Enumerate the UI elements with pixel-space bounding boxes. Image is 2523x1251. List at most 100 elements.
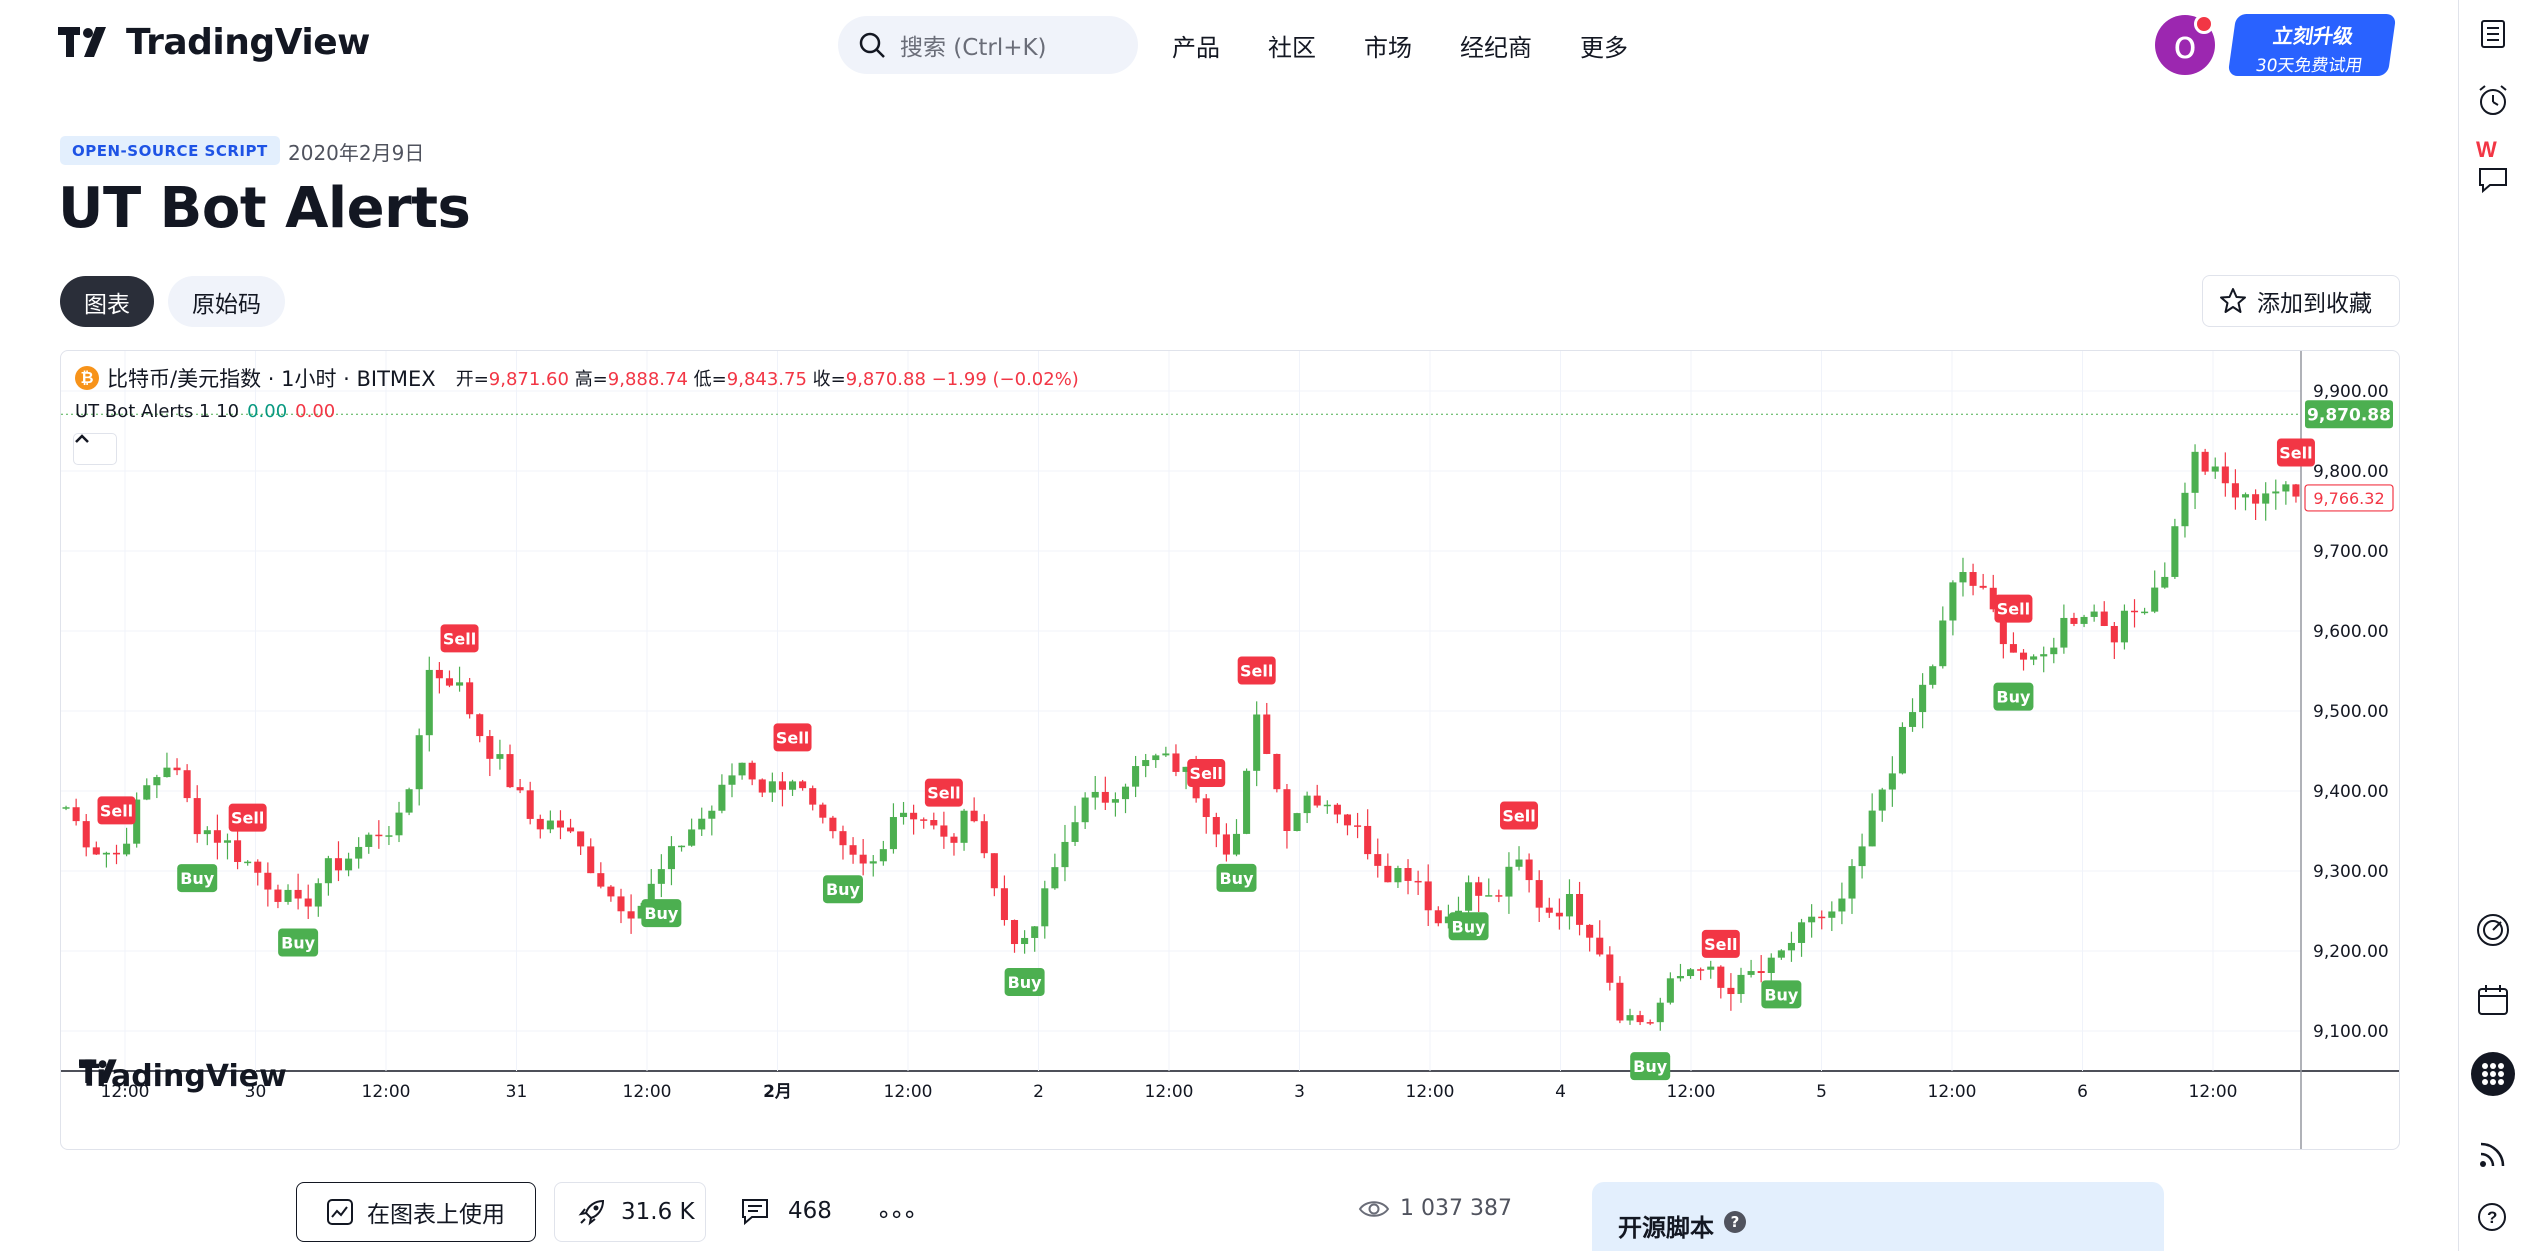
time-axis-label: 12:00 — [623, 1082, 672, 1102]
candle-body — [849, 845, 857, 855]
candle-body — [1283, 789, 1291, 831]
candle-body — [2191, 451, 2199, 493]
tab-source-code[interactable]: 原始码 — [168, 276, 285, 327]
candle-body — [1949, 582, 1957, 621]
nav-markets[interactable]: 市场 — [1364, 34, 1412, 62]
wps-icon[interactable]: W — [2475, 134, 2511, 170]
candle-body — [254, 861, 262, 873]
price-axis-label: 9,700.00 — [2313, 542, 2389, 562]
candle-body — [345, 858, 353, 871]
upgrade-button[interactable]: 立刻升级 30天免费试用 — [2227, 14, 2397, 76]
indicator-name: UT Bot Alerts 1 10 — [75, 401, 240, 422]
use-on-chart-button[interactable]: 在图表上使用 — [296, 1182, 536, 1242]
tradingview-logo[interactable]: TradingView — [58, 22, 370, 63]
nav-more[interactable]: 更多 — [1580, 34, 1628, 62]
panel-title: 开源脚本 — [1618, 1214, 1714, 1242]
candle-body — [708, 810, 716, 819]
buy-signal-label: Buy — [1452, 917, 1487, 936]
chart-container[interactable]: 9,900.00 9,800.00 9,700.00 9,600.00 9,500.00… — [60, 350, 2400, 1150]
candle-body — [2161, 576, 2169, 588]
candle-body — [1111, 799, 1119, 803]
indicator-value-2: 0.00 — [295, 401, 336, 422]
buy-signal-label: Buy — [1764, 985, 1799, 1004]
candle-body — [1434, 910, 1442, 924]
chat-icon[interactable] — [2475, 162, 2511, 198]
gauge-icon[interactable] — [2475, 912, 2511, 948]
nav-brokers[interactable]: 经纪商 — [1460, 34, 1532, 62]
candle-body — [1959, 572, 1967, 583]
apps-grid-icon[interactable] — [2471, 1052, 2515, 1096]
help-icon[interactable]: ? — [2475, 1198, 2511, 1234]
candle-body — [1818, 916, 1826, 919]
candle-body — [516, 787, 524, 791]
add-to-favorites-button[interactable]: 添加到收藏 — [2202, 275, 2400, 327]
search-icon — [859, 32, 885, 58]
candle-body — [466, 682, 474, 715]
candle-body — [930, 820, 938, 826]
open-source-panel: 开源脚本 ? — [1592, 1182, 2164, 1251]
candle-body — [899, 812, 908, 818]
candle-body — [1979, 585, 1987, 588]
candle-body — [1273, 753, 1281, 790]
indicator-legend[interactable]: UT Bot Alerts 1 10 0.00 0.00 — [75, 401, 335, 422]
search-input[interactable]: 搜索 (Ctrl+K) — [838, 16, 1138, 74]
sell-signal-label: Sell — [1190, 764, 1223, 783]
candle-body — [1263, 714, 1271, 754]
chart-canvas[interactable]: 9,900.00 9,800.00 9,700.00 9,600.00 9,500.00… — [61, 351, 2400, 1150]
candle-body — [748, 762, 756, 780]
price-axis-label: 9,200.00 — [2313, 942, 2389, 962]
candle-body — [274, 889, 282, 902]
candle-body — [1232, 833, 1241, 855]
candle-body — [1676, 976, 1684, 979]
candle-body — [2252, 494, 2260, 504]
chevron-up-icon — [75, 434, 89, 443]
candle-body — [1051, 867, 1059, 889]
candle-body — [2110, 625, 2118, 643]
publish-date: 2020年2月9日 — [288, 141, 425, 165]
candle-body — [365, 834, 373, 847]
candle-body — [1606, 954, 1614, 983]
nav-products[interactable]: 产品 — [1172, 34, 1220, 62]
candle-body — [1838, 898, 1846, 912]
candle-body — [1202, 798, 1210, 818]
user-avatar[interactable]: o — [2155, 15, 2215, 75]
candle-body — [1576, 893, 1584, 925]
chart-add-icon — [327, 1199, 353, 1225]
rocket-icon — [578, 1199, 605, 1226]
feed-icon[interactable] — [2475, 1136, 2511, 1172]
price-axis-label: 9,900.00 — [2313, 382, 2389, 402]
candle-body — [2292, 484, 2300, 497]
upgrade-subtitle: 30天免费试用 — [2254, 56, 2364, 76]
price-axis-label: 9,400.00 — [2313, 782, 2389, 802]
watchlist-icon[interactable] — [2475, 16, 2511, 52]
candle-body — [92, 847, 100, 855]
candle-body — [1000, 888, 1008, 921]
more-options-button[interactable]: ∘∘∘ — [876, 1200, 917, 1228]
comments-button[interactable]: 468 — [740, 1196, 832, 1226]
candle-body — [990, 853, 998, 889]
buy-signal — [1630, 1052, 1671, 1081]
candle-body — [445, 678, 453, 686]
help-icon[interactable]: ? — [1724, 1211, 1746, 1233]
candle-body — [1535, 880, 1543, 908]
candle-body — [940, 825, 948, 837]
collapse-legend-button[interactable] — [73, 433, 117, 465]
tab-chart[interactable]: 图表 — [60, 276, 154, 327]
sell-signal-label: Sell — [443, 629, 476, 648]
sell-signal-label: Sell — [1997, 600, 2030, 619]
candle-body — [1132, 766, 1140, 787]
alarm-clock-icon[interactable] — [2475, 82, 2511, 118]
price-axis-label: 9,800.00 — [2313, 462, 2389, 482]
candle-body — [789, 781, 797, 790]
close-label: 收= — [812, 369, 846, 390]
low-label: 低= — [693, 369, 727, 390]
candle-body — [617, 896, 625, 912]
symbol-name[interactable]: 比特币/美元指数 · 1小时 · BITMEX — [107, 367, 436, 391]
candle-body — [1253, 714, 1261, 771]
nav-community[interactable]: 社区 — [1268, 34, 1316, 62]
top-header: TradingView 搜索 (Ctrl+K) 产品 社区 市场 经纪商 更多 … — [0, 0, 2460, 90]
boost-button[interactable]: 31.6 K — [554, 1182, 706, 1242]
indicator-value-1: 0.00 — [247, 401, 288, 422]
star-icon — [2220, 288, 2246, 313]
calendar-icon[interactable] — [2475, 982, 2511, 1018]
